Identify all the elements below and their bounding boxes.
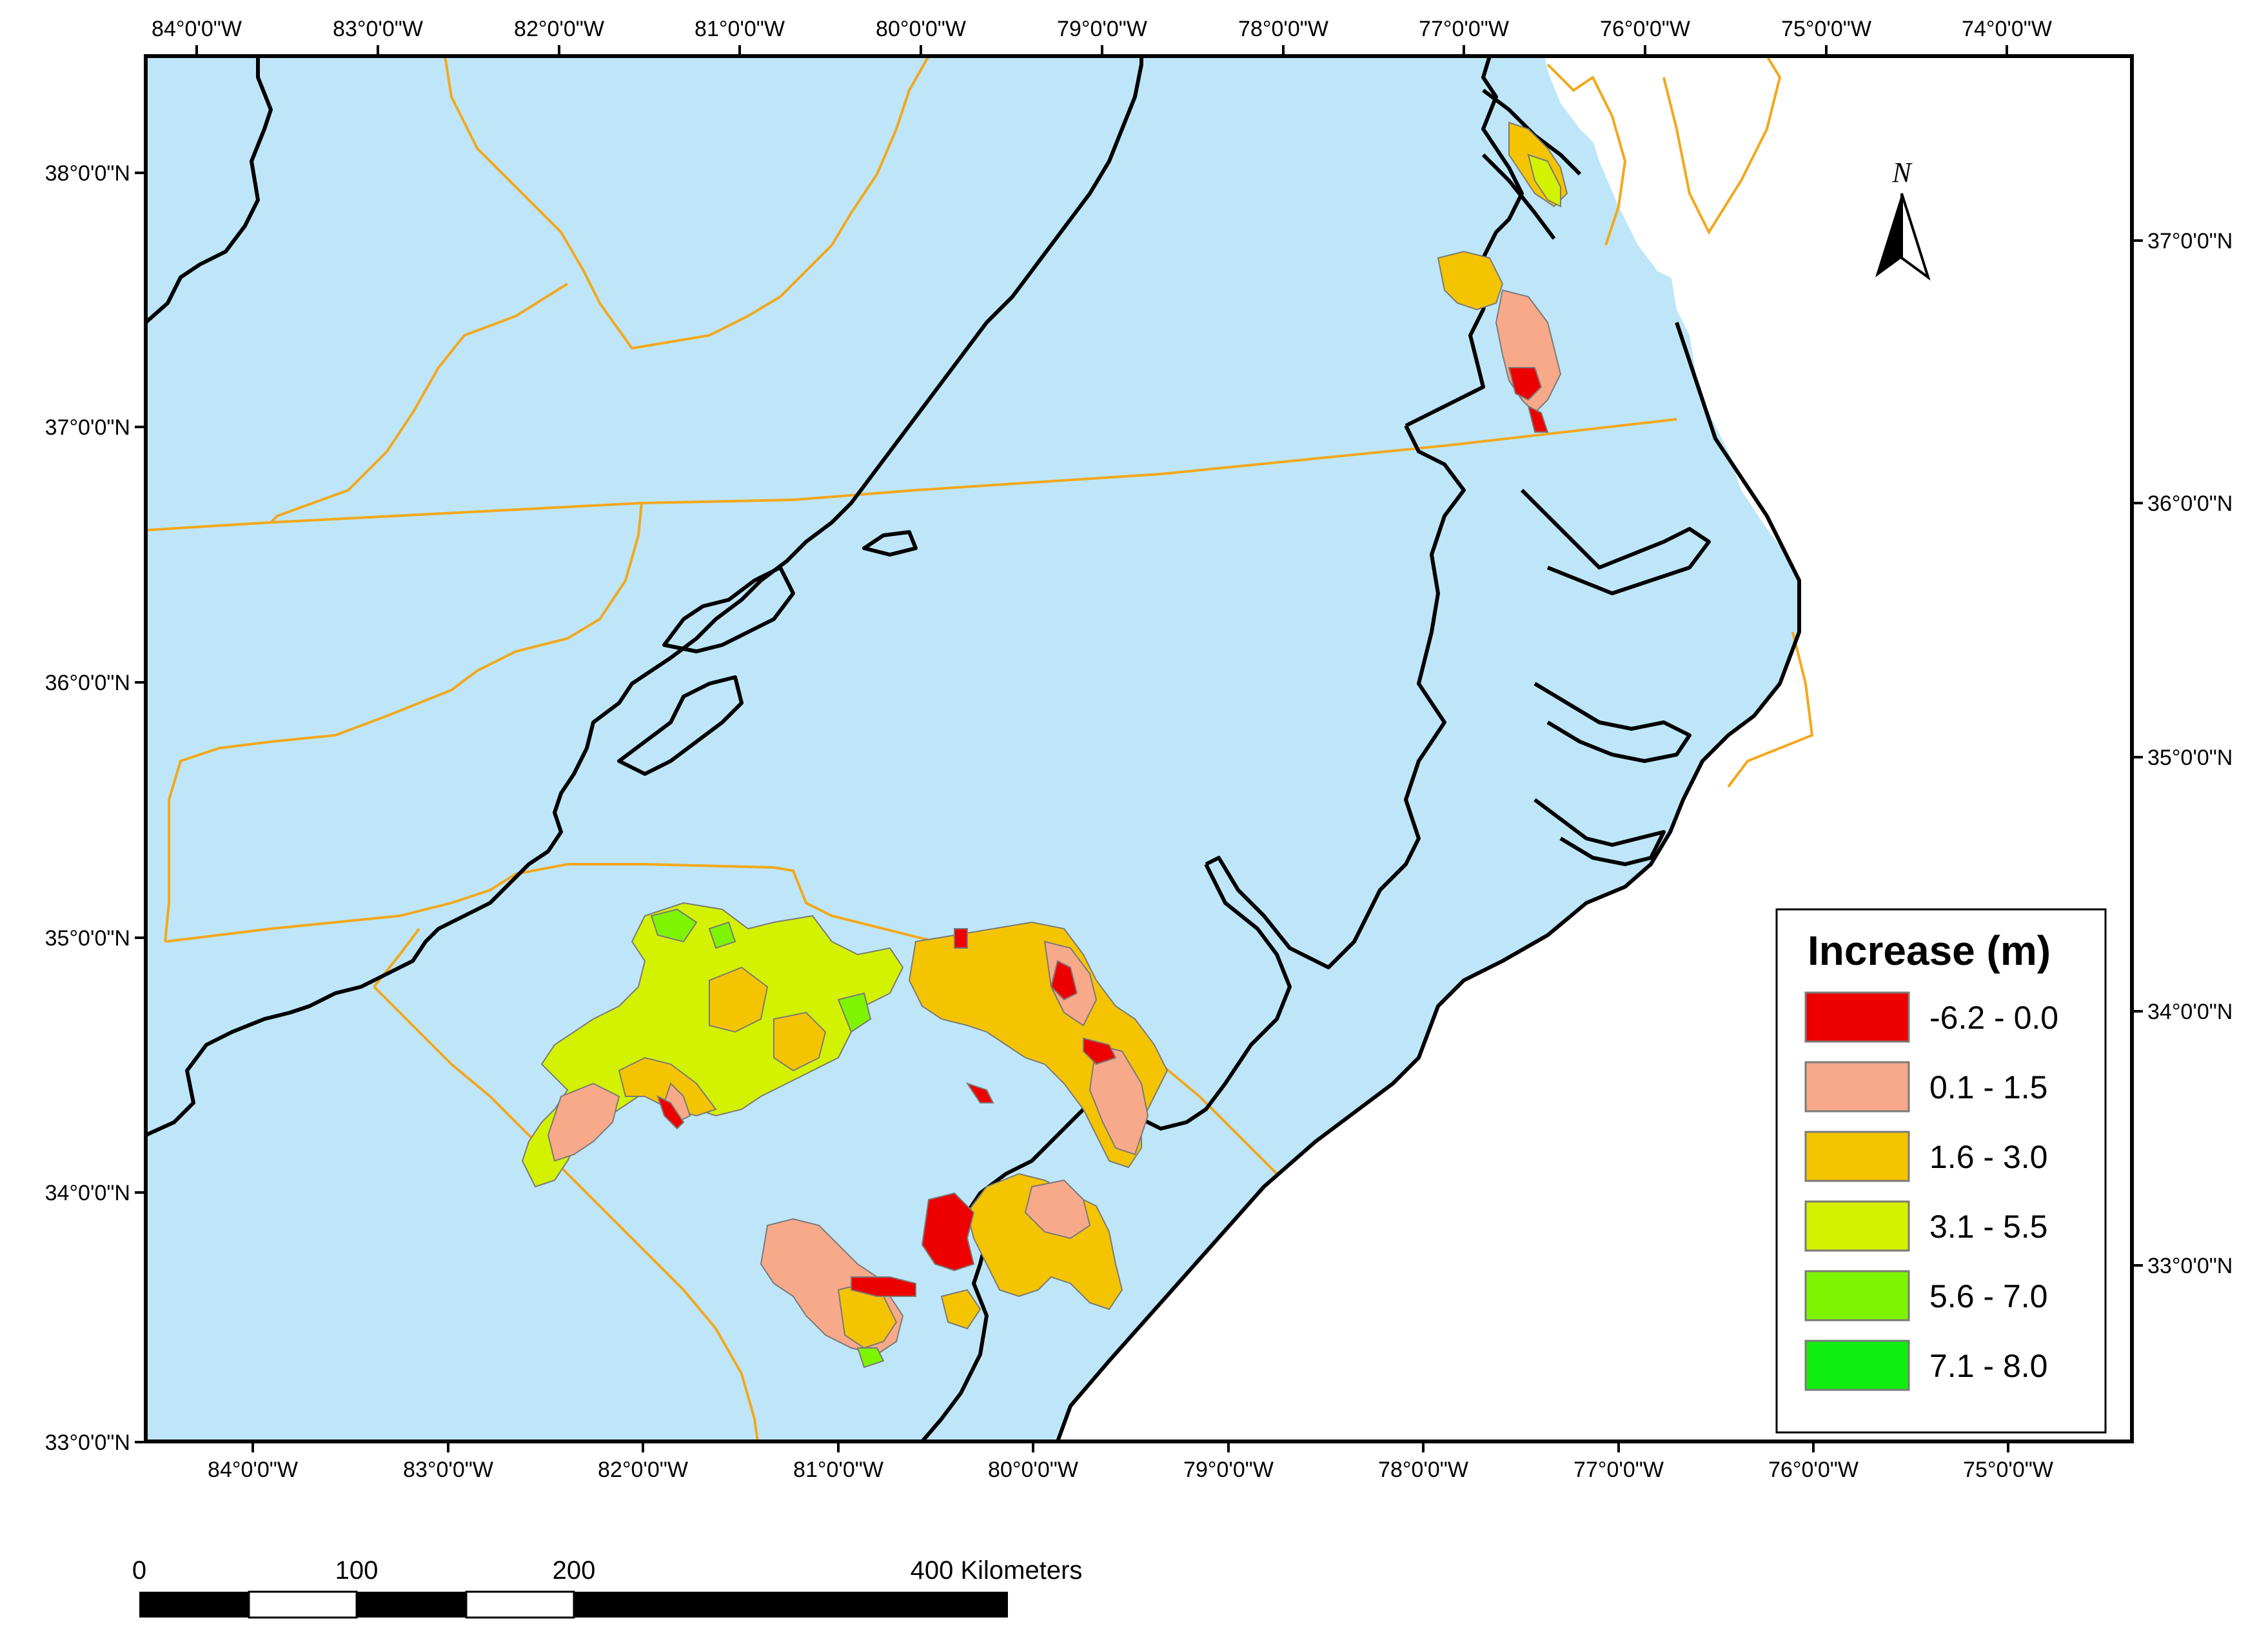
legend-swatch bbox=[1804, 1200, 1910, 1252]
top-lon-label: 74°0'0"W bbox=[1962, 17, 2052, 41]
left-lat-label: 35°0'0"N bbox=[45, 926, 130, 951]
top-lon-label: 78°0'0"W bbox=[1238, 17, 1328, 41]
legend-title: Increase (m) bbox=[1808, 927, 2051, 974]
scale-bar-label: 100 bbox=[335, 1556, 379, 1585]
north-arrow-label: N bbox=[1891, 157, 1913, 188]
legend-item-label: 7.1 - 8.0 bbox=[1929, 1348, 2047, 1384]
legend: Increase (m) -6.2 - 0.0 0.1 - 1.5 1.6 - 3.… bbox=[1775, 908, 2107, 1434]
scale-bar-label: 400 Kilometers bbox=[911, 1556, 1083, 1585]
north-arrow: N bbox=[1875, 157, 1931, 281]
state-boundaries bbox=[146, 56, 1814, 1441]
top-lon-label: 75°0'0"W bbox=[1781, 17, 1871, 41]
right-lat-label: 35°0'0"N bbox=[2147, 746, 2233, 770]
legend-item-label: 0.1 - 1.5 bbox=[1929, 1069, 2047, 1105]
scale-bar-label: 0 bbox=[132, 1556, 146, 1585]
scale-bar-labels: 0 100 200 400 Kilometers bbox=[132, 1556, 1083, 1585]
north-arrow-icon-right bbox=[1900, 193, 1931, 281]
watershed-polygons-northeast bbox=[1437, 121, 1568, 433]
scale-bar-segment bbox=[139, 1592, 249, 1618]
top-lon-label: 84°0'0"W bbox=[152, 17, 242, 41]
scale-bar: 0 100 200 400 Kilometers bbox=[132, 1556, 1083, 1619]
left-lat-label: 34°0'0"N bbox=[45, 1181, 130, 1205]
scale-bar-segment bbox=[357, 1592, 466, 1618]
legend-item-label: -6.2 - 0.0 bbox=[1929, 1000, 2058, 1036]
map-frame bbox=[144, 54, 2134, 1443]
legend-swatch bbox=[1804, 1340, 1910, 1391]
top-lon-label: 82°0'0"W bbox=[514, 17, 604, 41]
right-latitude-ticks: 37°0'0"N 36°0'0"N 35°0'0"N 34°0'0"N 33°0'0"N bbox=[2132, 229, 2233, 1278]
left-lat-label: 38°0'0"N bbox=[45, 161, 130, 186]
left-lat-label: 37°0'0"N bbox=[45, 415, 130, 440]
legend-items: -6.2 - 0.0 0.1 - 1.5 1.6 - 3.0 3.1 - 5.5 5.6… bbox=[1804, 991, 2058, 1391]
left-lat-label: 36°0'0"N bbox=[45, 671, 130, 695]
bottom-lon-label: 79°0'0"W bbox=[1183, 1458, 1274, 1482]
bottom-lon-label: 78°0'0"W bbox=[1378, 1458, 1468, 1482]
bottom-longitude-ticks: 84°0'0"W 83°0'0"W 82°0'0"W 81°0'0"W 80°0'0"W… bbox=[208, 1441, 2053, 1482]
scale-bar-segment bbox=[574, 1592, 1008, 1618]
bottom-lon-label: 83°0'0"W bbox=[403, 1458, 493, 1482]
top-lon-label: 79°0'0"W bbox=[1057, 17, 1147, 41]
legend-swatch bbox=[1804, 1131, 1910, 1182]
delmarva-peninsula bbox=[1573, 56, 1690, 284]
legend-item-label: 1.6 - 3.0 bbox=[1929, 1139, 2047, 1175]
bottom-lon-label: 84°0'0"W bbox=[208, 1458, 298, 1482]
top-lon-label: 76°0'0"W bbox=[1600, 17, 1690, 41]
top-lon-label: 83°0'0"W bbox=[333, 17, 423, 41]
right-lat-label: 34°0'0"N bbox=[2147, 1000, 2233, 1024]
legend-swatch bbox=[1804, 1061, 1910, 1113]
legend-swatch bbox=[1804, 991, 1910, 1043]
legend-item-label: 5.6 - 7.0 bbox=[1929, 1278, 2047, 1314]
right-lat-label: 33°0'0"N bbox=[2147, 1254, 2233, 1278]
bottom-lon-label: 80°0'0"W bbox=[988, 1458, 1078, 1482]
left-lat-label: 33°0'0"N bbox=[45, 1430, 130, 1455]
legend-item-label: 3.1 - 5.5 bbox=[1929, 1209, 2047, 1245]
bottom-lon-label: 75°0'0"W bbox=[1963, 1458, 2053, 1482]
top-lon-label: 81°0'0"W bbox=[695, 17, 785, 41]
legend-swatch bbox=[1804, 1270, 1910, 1321]
watershed-polygons-central bbox=[760, 921, 1169, 1369]
bottom-lon-label: 82°0'0"W bbox=[598, 1458, 688, 1482]
north-arrow-icon bbox=[1875, 193, 1902, 277]
right-lat-label: 37°0'0"N bbox=[2147, 229, 2233, 253]
top-lon-label: 77°0'0"W bbox=[1419, 17, 1509, 41]
scale-bar-segment bbox=[248, 1590, 358, 1619]
top-lon-label: 80°0'0"W bbox=[876, 17, 966, 41]
scale-bar-label: 200 bbox=[553, 1556, 596, 1585]
bottom-lon-label: 76°0'0"W bbox=[1768, 1458, 1859, 1482]
left-latitude-ticks: 38°0'0"N 37°0'0"N 36°0'0"N 35°0'0"N 34°0'0"N… bbox=[45, 161, 146, 1455]
right-lat-label: 36°0'0"N bbox=[2147, 491, 2233, 516]
bottom-lon-label: 77°0'0"W bbox=[1573, 1458, 1664, 1482]
scale-bar-segment bbox=[465, 1590, 575, 1619]
top-longitude-ticks: 84°0'0"W 83°0'0"W 82°0'0"W 81°0'0"W 80°0'0"W… bbox=[152, 17, 2052, 56]
watershed-polygons-west bbox=[521, 902, 904, 1188]
bottom-lon-label: 81°0'0"W bbox=[793, 1458, 883, 1482]
